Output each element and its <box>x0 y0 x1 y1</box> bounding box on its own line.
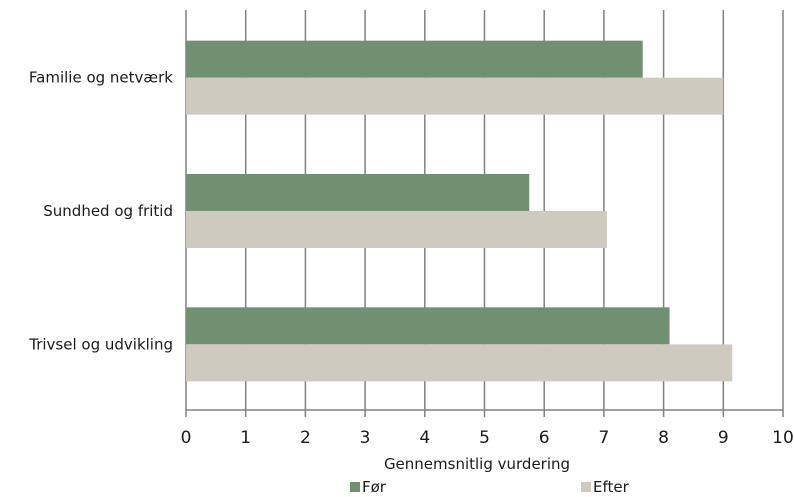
tick-label: 3 <box>360 428 371 448</box>
tick-labels: 0 1 2 3 4 5 6 7 8 9 10 <box>181 428 794 448</box>
category-labels: Familie og netværk Sundhed og fritid Trivs… <box>28 69 173 354</box>
tick-label: 1 <box>240 428 251 448</box>
bars <box>186 40 733 382</box>
category-label: Trivsel og udvikling <box>28 335 173 353</box>
tick-label: 4 <box>419 428 430 448</box>
tick-label: 9 <box>718 428 729 448</box>
legend-swatch <box>350 482 360 492</box>
tick-label: 6 <box>539 428 550 448</box>
bar-efter <box>186 344 733 382</box>
tick-label: 2 <box>300 428 311 448</box>
legend-label: Efter <box>593 478 630 496</box>
bar-foer <box>186 40 643 78</box>
category-label: Sundhed og fritid <box>43 202 173 220</box>
bar-efter <box>186 211 607 248</box>
legend-label: Før <box>362 478 387 496</box>
tick-label: 5 <box>479 428 490 448</box>
tick-label: 0 <box>181 428 192 448</box>
tick-label: 10 <box>772 428 794 448</box>
x-axis-title: Gennemsnitlig vurdering <box>384 455 570 473</box>
bar-efter <box>186 77 724 115</box>
tick-label: 7 <box>598 428 609 448</box>
legend-swatch <box>581 482 591 492</box>
legend: Før Efter <box>350 478 630 496</box>
category-label: Familie og netværk <box>29 69 173 87</box>
tick-label: 8 <box>658 428 669 448</box>
bar-foer <box>186 307 670 345</box>
bar-foer <box>186 174 530 211</box>
